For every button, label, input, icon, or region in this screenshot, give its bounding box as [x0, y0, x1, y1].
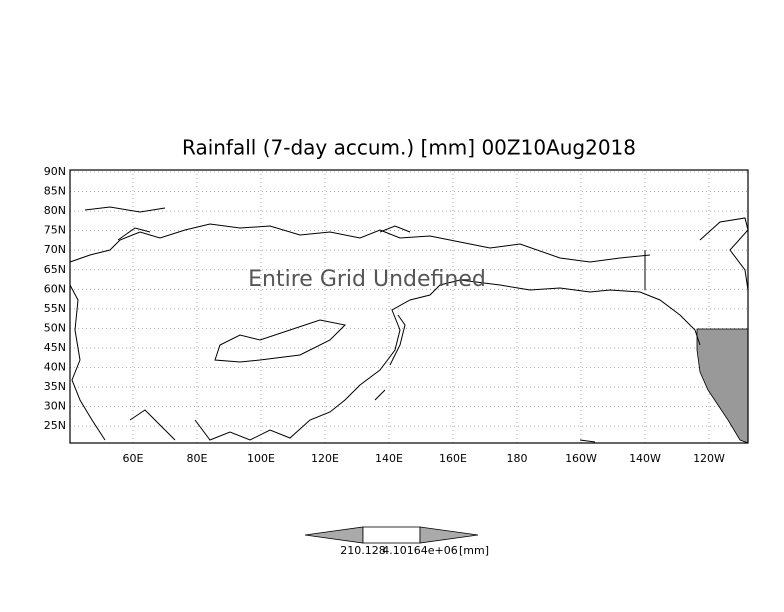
lon-label: 120E [311, 452, 339, 465]
lat-label: 40N [44, 361, 66, 374]
map-title: Rainfall (7-day accum.) [mm] 00Z10Aug201… [182, 136, 636, 160]
lon-label: 120W [693, 452, 725, 465]
colorbar-high-arrow [419, 526, 479, 544]
coastlines [69, 206, 749, 443]
lon-label: 100E [247, 452, 275, 465]
lat-label: 45N [44, 341, 66, 354]
lat-label: 60N [44, 282, 66, 295]
lon-label: 140E [375, 452, 403, 465]
colorbar-high-label: 4.10164e+06 [382, 544, 457, 557]
colorbar-unit: [mm] [459, 544, 489, 557]
lat-label: 55N [44, 302, 66, 315]
lat-label: 65N [44, 263, 66, 276]
lat-label: 35N [44, 380, 66, 393]
lon-label: 160E [439, 452, 467, 465]
lon-label: 180 [507, 452, 528, 465]
lon-label: 160W [565, 452, 597, 465]
lat-label: 85N [44, 185, 66, 198]
lat-label: 90N [44, 165, 66, 178]
lat-label: 25N [44, 419, 66, 432]
colorbar: 210.128 4.10164e+06 [mm] [304, 526, 489, 557]
colorbar-low-label: 210.128 [340, 544, 386, 557]
map-frame [69, 169, 749, 444]
lon-label: 140W [629, 452, 661, 465]
colorbar-low-arrow [304, 526, 364, 544]
lat-label: 50N [44, 321, 66, 334]
lat-label: 75N [44, 224, 66, 237]
lat-label: 70N [44, 243, 66, 256]
lat-label: 80N [44, 204, 66, 217]
lat-label: 30N [44, 400, 66, 413]
undefined-message: Entire Grid Undefined [248, 267, 486, 292]
lon-label: 60E [123, 452, 144, 465]
colorbar-box [362, 526, 421, 544]
graticule [70, 170, 748, 443]
lon-label: 80E [187, 452, 208, 465]
